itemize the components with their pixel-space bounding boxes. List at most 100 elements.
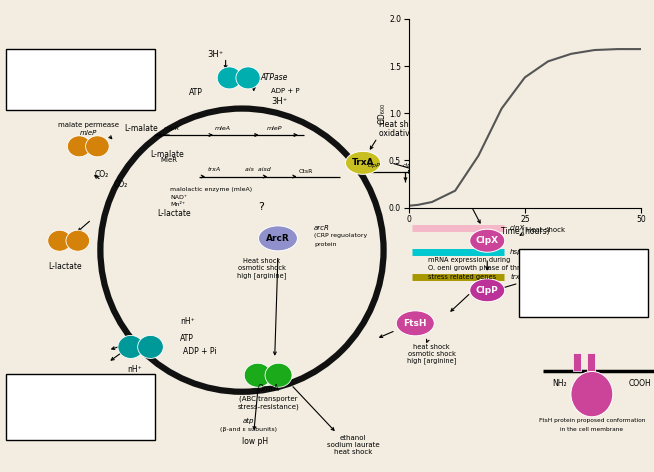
Text: O. oeni growth phase of three: O. oeni growth phase of three [428, 265, 528, 271]
Text: lactate conversion: lactate conversion [35, 73, 129, 83]
Text: generation during malate to: generation during malate to [10, 64, 154, 73]
Text: trxA: trxA [510, 274, 525, 279]
Text: ATP: ATP [189, 87, 203, 97]
Text: 3H⁺: 3H⁺ [208, 50, 224, 59]
Text: ais  aisd: ais aisd [245, 168, 271, 172]
Text: ClpP: ClpP [476, 286, 498, 295]
Text: mRNA expression during: mRNA expression during [428, 257, 511, 262]
Text: CO₂: CO₂ [94, 170, 109, 179]
Text: (CRP reguolatory: (CRP reguolatory [314, 234, 367, 238]
Text: malolactic enzyme (mleA): malolactic enzyme (mleA) [170, 187, 252, 192]
Text: FtsH: FtsH [404, 319, 427, 328]
Text: clpX (ATPase regulatory: clpX (ATPase regulatory [526, 268, 601, 272]
Text: ADP + P: ADP + P [271, 88, 300, 93]
Text: ArcR: ArcR [266, 234, 290, 243]
FancyBboxPatch shape [5, 374, 155, 440]
Text: proton extruding: proton extruding [39, 392, 125, 401]
Text: component): component) [526, 275, 564, 280]
Bar [573, 353, 581, 371]
Text: in the cell membrane: in the cell membrane [560, 427, 623, 432]
Text: FtsH protein proposed conformation: FtsH protein proposed conformation [539, 418, 645, 422]
Text: hsp18: hsp18 [411, 183, 430, 187]
FancyBboxPatch shape [519, 249, 649, 317]
Text: hsp18: hsp18 [450, 158, 472, 163]
Text: stress-resistance): stress-resistance) [237, 404, 299, 410]
Ellipse shape [265, 363, 292, 387]
Text: protein: protein [314, 242, 336, 246]
Ellipse shape [470, 279, 505, 302]
Ellipse shape [118, 336, 144, 358]
Text: L-malate: L-malate [124, 124, 158, 133]
Text: high [arginine]: high [arginine] [407, 358, 456, 364]
Text: trxA: trxA [208, 168, 221, 172]
Text: clpP (proteolytic component): clpP (proteolytic component) [526, 260, 618, 264]
Text: Proton motive force: Proton motive force [31, 54, 133, 64]
Ellipse shape [571, 371, 613, 417]
Text: atp: atp [243, 418, 254, 424]
Ellipse shape [236, 67, 260, 89]
Text: oxidative stress (H₂O₂): oxidative stress (H₂O₂) [379, 128, 466, 138]
Text: (β-and ε subunits): (β-and ε subunits) [220, 427, 277, 432]
Text: in response to shock: in response to shock [531, 287, 637, 296]
Text: 3H⁺: 3H⁺ [271, 96, 288, 106]
Text: CtsR: CtsR [299, 169, 313, 174]
Text: osmotic shock: osmotic shock [237, 265, 286, 271]
Ellipse shape [67, 136, 91, 157]
Text: ATP: ATP [180, 334, 194, 344]
X-axis label: Time (hours): Time (hours) [500, 227, 549, 236]
Ellipse shape [137, 336, 164, 358]
Ellipse shape [345, 152, 381, 174]
Text: clpL: clpL [402, 163, 415, 168]
Text: sodium laurate: sodium laurate [327, 442, 379, 448]
Text: Lo18: Lo18 [448, 177, 474, 187]
Text: mleP: mleP [267, 126, 283, 131]
Text: Heat shock: Heat shock [379, 119, 422, 129]
Text: clpP: clpP [368, 163, 381, 168]
Text: low pH: low pH [242, 437, 268, 446]
Text: hsp18: hsp18 [510, 249, 532, 255]
Text: ClpX: ClpX [475, 236, 499, 245]
Text: COOH: COOH [628, 379, 651, 388]
Text: (small HSP): (small HSP) [443, 165, 479, 170]
Text: arcR: arcR [314, 225, 330, 230]
Text: Stress protein: Stress protein [548, 256, 620, 266]
Text: ATPase: ATPase [261, 73, 288, 83]
Ellipse shape [48, 230, 71, 251]
Text: MleR: MleR [160, 158, 177, 163]
Text: clpX: clpX [510, 225, 525, 230]
Ellipse shape [244, 363, 271, 387]
Text: osmotic shock: osmotic shock [407, 351, 456, 357]
Text: high [arginine]: high [arginine] [237, 272, 286, 279]
Text: Heat, ethanol, SO₂: Heat, ethanol, SO₂ [526, 163, 591, 169]
Text: Mn²⁺: Mn²⁺ [170, 202, 185, 207]
FancyBboxPatch shape [5, 49, 155, 110]
Text: mleP: mleP [80, 130, 97, 136]
Text: NH₂: NH₂ [552, 379, 566, 388]
Text: L-lactate: L-lactate [157, 209, 190, 218]
Text: L-malate: L-malate [150, 150, 184, 160]
Text: mleA: mleA [215, 126, 230, 131]
Text: & acid shock: & acid shock [526, 172, 572, 177]
Ellipse shape [441, 168, 481, 195]
Text: L-lactate: L-lactate [48, 262, 82, 271]
Text: ATPases: ATPases [61, 404, 103, 413]
Ellipse shape [217, 67, 241, 89]
Text: heat shock: heat shock [413, 344, 450, 350]
Text: OmrA: OmrA [257, 384, 279, 393]
Y-axis label: OD₆₀₀: OD₆₀₀ [377, 103, 387, 124]
Text: Heat shock: Heat shock [243, 258, 280, 263]
Text: stress related genes: stress related genes [428, 274, 496, 279]
Bar [587, 353, 595, 371]
Text: nH⁺: nH⁺ [180, 317, 195, 327]
Ellipse shape [258, 226, 298, 251]
Ellipse shape [86, 136, 109, 157]
Text: CO₂: CO₂ [114, 179, 128, 189]
Text: malate permease: malate permease [58, 122, 119, 128]
Text: ethanol: ethanol [340, 435, 366, 441]
Ellipse shape [470, 229, 505, 252]
Text: ADP + Pi: ADP + Pi [183, 347, 216, 356]
Text: mleR: mleR [164, 126, 180, 131]
Text: nH⁺: nH⁺ [128, 364, 143, 374]
Ellipse shape [66, 230, 90, 251]
Text: heat shock: heat shock [334, 449, 372, 455]
